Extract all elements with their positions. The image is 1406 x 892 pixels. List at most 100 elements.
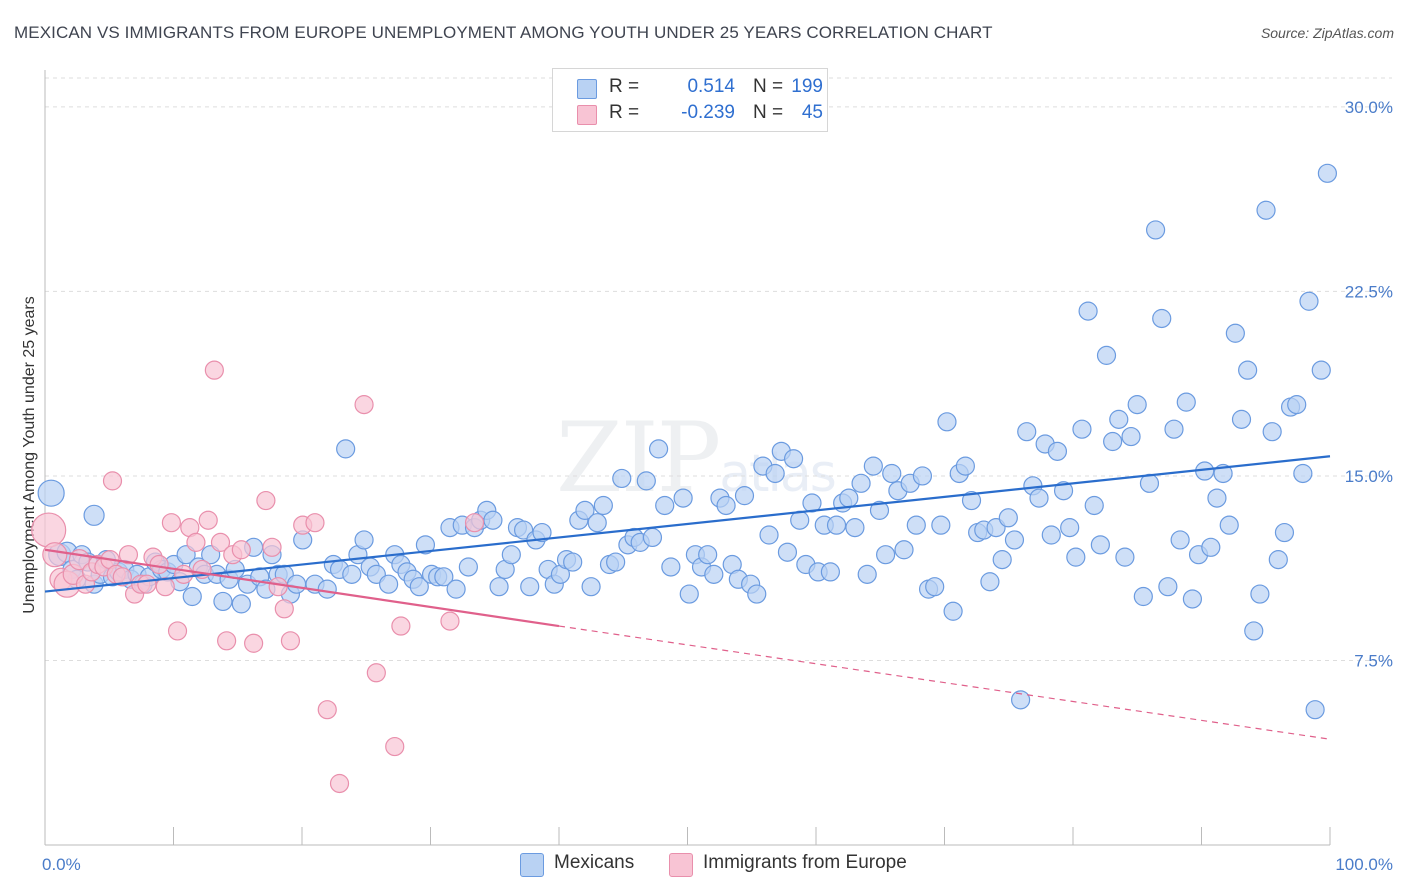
mexicans-point [575,500,595,520]
mexicans-point [1078,301,1098,321]
mexicans-point [83,504,105,526]
legend-r-value: -0.239 [681,102,735,123]
mexicans-point [925,577,945,597]
mexicans-point [1317,163,1337,183]
mexicans-point [845,518,865,538]
immigrants-point [464,513,485,533]
mexicans-point [716,495,736,516]
immigrants-point [262,537,282,557]
mexicans-point [1238,360,1258,380]
mexicans-point [747,584,767,604]
mexicans-point [1207,488,1227,508]
mexicans-point [1121,426,1141,447]
mexicans-point [943,601,963,621]
immigrants-trend-line [44,548,560,628]
mexicans-point [434,567,454,587]
immigrants-point [161,513,181,533]
mexicans-point [1244,621,1264,641]
legend-n-value: 45 [801,102,823,123]
mexicans-point [1115,547,1135,567]
mexicans-point [1268,550,1288,570]
mexicans-point [1004,530,1025,550]
mexicans-point [1176,392,1196,412]
mexicans-point [1274,522,1295,543]
chart-title: MEXICAN VS IMMIGRANTS FROM EUROPE UNEMPL… [14,23,993,42]
mexicans-point [876,545,896,565]
mexicans-point [563,552,583,572]
immigrants-point [329,773,350,794]
mexicans-point [1090,535,1110,555]
mexicans-point [336,439,356,459]
mexicans-point [593,495,613,516]
immigrants-point [112,567,132,587]
immigrants-point [317,700,337,720]
mexicans-point [231,594,251,614]
immigrants-point [391,616,411,636]
legend-r-label: R = [609,76,640,97]
mexicans-point [1053,481,1074,501]
legend-n-value: 199 [791,76,823,97]
mexicans-point [532,522,552,543]
mexicans-point [379,574,399,594]
mexicans-point [869,500,890,520]
x-tick-label: 0.0% [42,855,81,874]
mexicans-point [1041,525,1061,545]
immigrants-point [210,532,231,552]
mexicans-point [642,527,663,548]
immigrants-point [42,542,68,568]
immigrants-point [102,471,123,491]
legend-r-value: 0.514 [687,76,735,97]
mexicans-point [998,508,1018,528]
mexicans-point [213,591,233,612]
mexicans-point [1029,488,1049,508]
mexicans-point [655,495,675,516]
mexicans-point [1231,409,1252,429]
mexicans-point [1299,291,1319,311]
y-tick-label: 7.5% [1354,651,1393,670]
immigrants-point [366,663,386,683]
mexicans-point [1164,419,1184,439]
immigrants-point [305,513,325,533]
mexicans-point [458,557,478,577]
mexicans-point [1225,323,1245,343]
mexicans-point [1262,422,1282,442]
y-tick-label: 15.0% [1345,467,1393,486]
legend-swatch-blue [577,79,597,99]
y-tick-label: 22.5% [1345,282,1393,301]
mexicans-point [955,456,975,476]
mexicans-point [790,510,810,530]
immigrants-point [149,554,169,575]
mexicans-point [1109,409,1129,429]
mexicans-point [839,488,859,508]
mexicans-point [581,577,601,597]
mexicans-point [704,564,724,584]
mexicans-point [698,545,718,565]
immigrants-point [137,574,157,594]
mexicans-point [587,513,607,533]
mexicans-point [636,471,656,491]
legend-swatch-pink [577,105,597,125]
mexicans-point [1293,463,1313,484]
mexicans-point [1305,700,1325,720]
mexicans-point [679,584,699,604]
immigrants-point [31,512,67,548]
mexicans-point [1158,577,1178,597]
immigrants-point [280,631,301,651]
mexicans-point [894,540,914,560]
mexicans-point [501,545,521,565]
mexicans-point [1133,586,1153,607]
mexicans-point [483,510,503,530]
series-swatch-blue [520,853,544,877]
mexicans-point [446,579,466,599]
mexicans-point [1084,495,1104,516]
x-tick-label: 100.0% [1335,855,1393,874]
immigrants-point [204,360,224,380]
mexicans-point [980,572,1000,592]
series-label-immigrants: Immigrants from Europe [703,852,907,873]
mexicans-point [765,463,785,484]
mexicans-point [1011,690,1031,710]
mexicans-point [961,490,982,511]
mexicans-trend-line [44,455,1331,593]
immigrants-point [155,577,175,597]
